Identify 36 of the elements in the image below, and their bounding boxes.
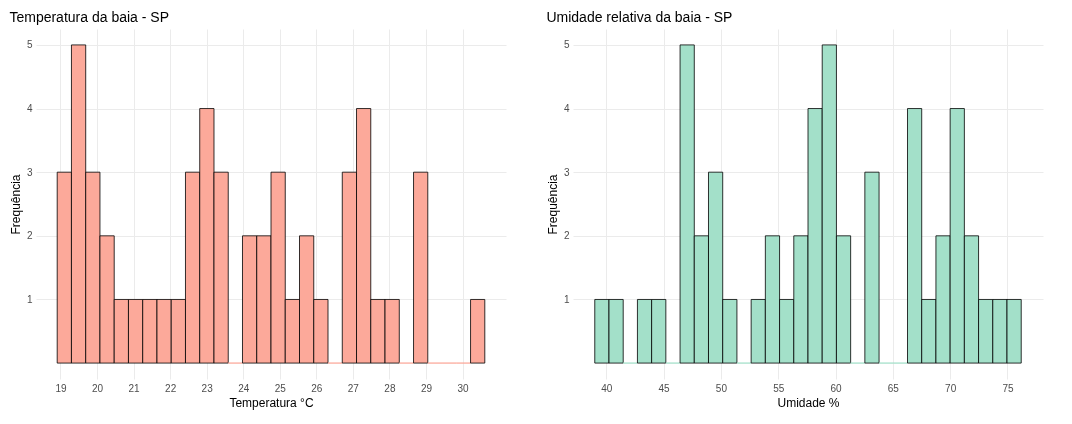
y-tick-label: 3 [563,166,570,178]
x-axis-title: Temperatura °C [229,395,314,410]
y-tick-label: 5 [26,39,33,51]
y-tick-label: 2 [563,230,570,242]
y-tick-label: 1 [563,293,570,305]
x-tick-label: 22 [165,382,177,394]
x-tick-label: 23 [201,382,214,394]
y-tick-label: 4 [563,103,570,115]
x-tick-label: 45 [658,382,671,394]
x-tick-label: 27 [347,382,360,394]
x-tick-label: 70 [945,382,957,394]
x-tick-label: 55 [773,382,785,394]
x-tick-label: 24 [238,382,250,394]
x-axis-title: Umidade % [777,395,840,410]
x-tick-label: 50 [715,382,728,394]
y-tick-label: 5 [563,39,570,51]
x-tick-label: 19 [55,382,67,394]
x-tick-label: 75 [1002,382,1014,394]
x-tick-label: 40 [601,382,613,394]
y-tick-label: 3 [26,166,33,178]
y-tick-label: 2 [26,230,33,242]
chart-title: Umidade relativa da baia - SP [546,9,733,25]
y-tick-label: 4 [26,103,33,115]
x-tick-label: 65 [887,382,900,394]
x-tick-label: 28 [384,382,396,394]
x-tick-label: 25 [274,382,287,394]
x-tick-label: 60 [830,382,843,394]
x-tick-label: 29 [420,382,433,394]
x-tick-label: 20 [91,382,104,394]
x-tick-label: 26 [311,382,323,394]
y-tick-label: 1 [26,293,33,305]
chart-title: Temperatura da baia - SP [9,9,169,25]
y-axis-title: Frequência [545,174,560,235]
x-tick-label: 30 [457,382,470,394]
y-axis-title: Frequência [8,174,23,235]
x-tick-label: 21 [128,382,141,394]
